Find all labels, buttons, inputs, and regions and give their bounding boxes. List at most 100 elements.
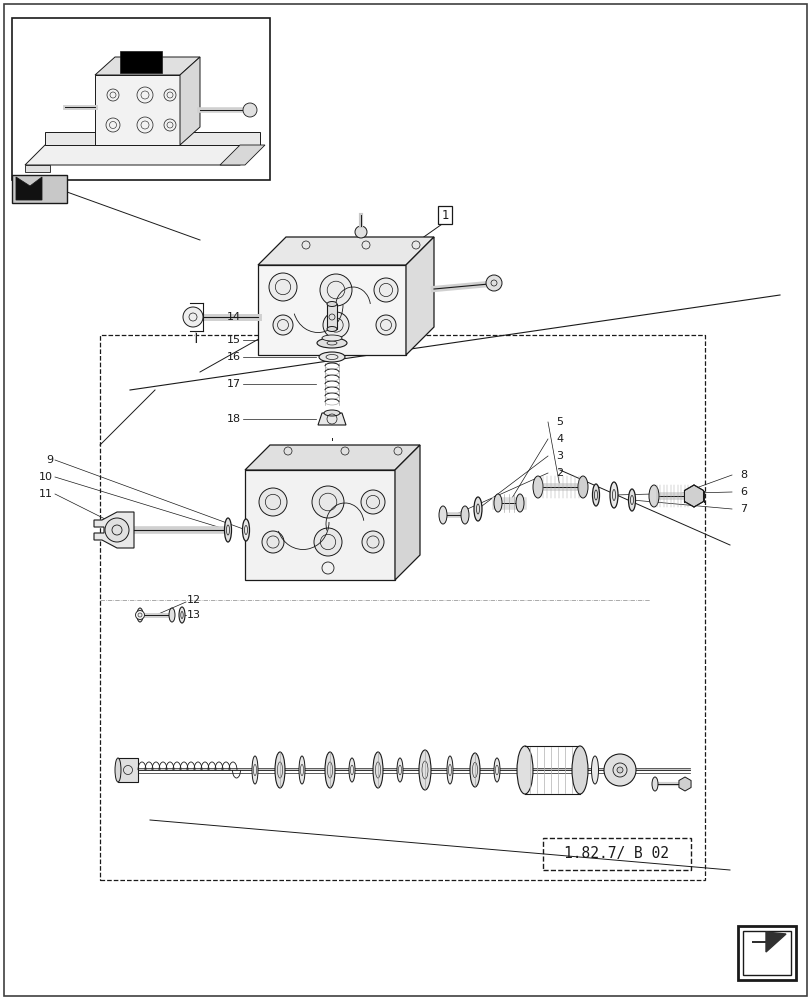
Polygon shape <box>318 413 345 425</box>
Polygon shape <box>25 165 50 172</box>
Ellipse shape <box>651 777 657 791</box>
Polygon shape <box>684 485 702 507</box>
Ellipse shape <box>628 489 635 511</box>
Circle shape <box>603 754 635 786</box>
Circle shape <box>311 486 344 518</box>
Circle shape <box>242 103 257 117</box>
Polygon shape <box>751 932 785 952</box>
Ellipse shape <box>532 476 543 498</box>
Bar <box>12 18 270 180</box>
Polygon shape <box>258 265 406 355</box>
Polygon shape <box>95 57 200 75</box>
Ellipse shape <box>474 497 482 521</box>
Polygon shape <box>16 177 42 200</box>
Bar <box>327 304 337 329</box>
Polygon shape <box>245 445 419 470</box>
Polygon shape <box>258 237 433 265</box>
Text: 6: 6 <box>739 487 746 497</box>
Polygon shape <box>45 132 260 145</box>
Polygon shape <box>25 145 260 165</box>
Polygon shape <box>94 512 134 548</box>
Ellipse shape <box>298 756 305 784</box>
Polygon shape <box>678 777 690 791</box>
Bar <box>12 175 67 203</box>
Ellipse shape <box>319 352 345 362</box>
Ellipse shape <box>493 758 500 782</box>
Polygon shape <box>394 445 419 580</box>
Bar <box>118 758 138 782</box>
Circle shape <box>375 315 396 335</box>
Ellipse shape <box>324 410 340 416</box>
Circle shape <box>323 312 349 338</box>
Ellipse shape <box>590 756 598 784</box>
Circle shape <box>486 275 501 291</box>
Bar <box>742 931 790 975</box>
Ellipse shape <box>611 756 618 784</box>
Text: 15: 15 <box>227 335 241 345</box>
Polygon shape <box>95 75 180 145</box>
Ellipse shape <box>327 326 337 332</box>
Ellipse shape <box>517 746 532 794</box>
Ellipse shape <box>169 608 175 622</box>
Text: 11: 11 <box>39 489 53 499</box>
Circle shape <box>354 226 367 238</box>
Text: 16: 16 <box>227 352 241 362</box>
Ellipse shape <box>577 476 587 498</box>
Ellipse shape <box>349 758 354 782</box>
Ellipse shape <box>327 302 337 306</box>
Ellipse shape <box>224 518 231 542</box>
Ellipse shape <box>316 338 346 348</box>
Ellipse shape <box>251 756 258 784</box>
Circle shape <box>182 307 203 327</box>
Text: 12: 12 <box>187 595 201 605</box>
Ellipse shape <box>439 506 446 524</box>
Ellipse shape <box>115 758 121 782</box>
Polygon shape <box>245 470 394 580</box>
Text: 18: 18 <box>226 414 241 424</box>
Text: 1.82.7/ B 02: 1.82.7/ B 02 <box>564 846 669 861</box>
Text: 2: 2 <box>556 468 563 478</box>
Bar <box>100 335 704 880</box>
Circle shape <box>262 531 284 553</box>
Text: 1: 1 <box>440 209 448 222</box>
Polygon shape <box>220 145 264 165</box>
Text: 10: 10 <box>39 472 53 482</box>
Ellipse shape <box>178 607 185 623</box>
Ellipse shape <box>324 752 335 788</box>
Circle shape <box>362 531 384 553</box>
Ellipse shape <box>446 756 453 784</box>
Text: 5: 5 <box>556 417 562 427</box>
Polygon shape <box>180 57 200 145</box>
Circle shape <box>361 490 384 514</box>
Ellipse shape <box>470 753 479 787</box>
Bar <box>543 838 690 870</box>
Ellipse shape <box>275 752 285 788</box>
Circle shape <box>135 610 144 619</box>
Ellipse shape <box>242 519 249 541</box>
Ellipse shape <box>609 482 617 508</box>
Text: 8: 8 <box>739 470 746 480</box>
Ellipse shape <box>397 758 402 782</box>
Bar <box>737 926 795 980</box>
Circle shape <box>268 273 297 301</box>
Ellipse shape <box>493 494 501 512</box>
Polygon shape <box>406 237 433 355</box>
Ellipse shape <box>372 752 383 788</box>
Circle shape <box>105 518 129 542</box>
Circle shape <box>272 315 293 335</box>
Ellipse shape <box>515 494 523 512</box>
Bar <box>120 51 162 73</box>
Text: 3: 3 <box>556 451 562 461</box>
Text: 9: 9 <box>45 455 53 465</box>
Text: 14: 14 <box>226 312 241 322</box>
Ellipse shape <box>137 608 143 622</box>
Ellipse shape <box>418 750 431 790</box>
Circle shape <box>314 528 341 556</box>
Ellipse shape <box>592 484 599 506</box>
Circle shape <box>320 274 351 306</box>
Circle shape <box>616 767 622 773</box>
Circle shape <box>374 278 397 302</box>
Ellipse shape <box>648 485 659 507</box>
Circle shape <box>259 488 286 516</box>
Ellipse shape <box>571 746 587 794</box>
